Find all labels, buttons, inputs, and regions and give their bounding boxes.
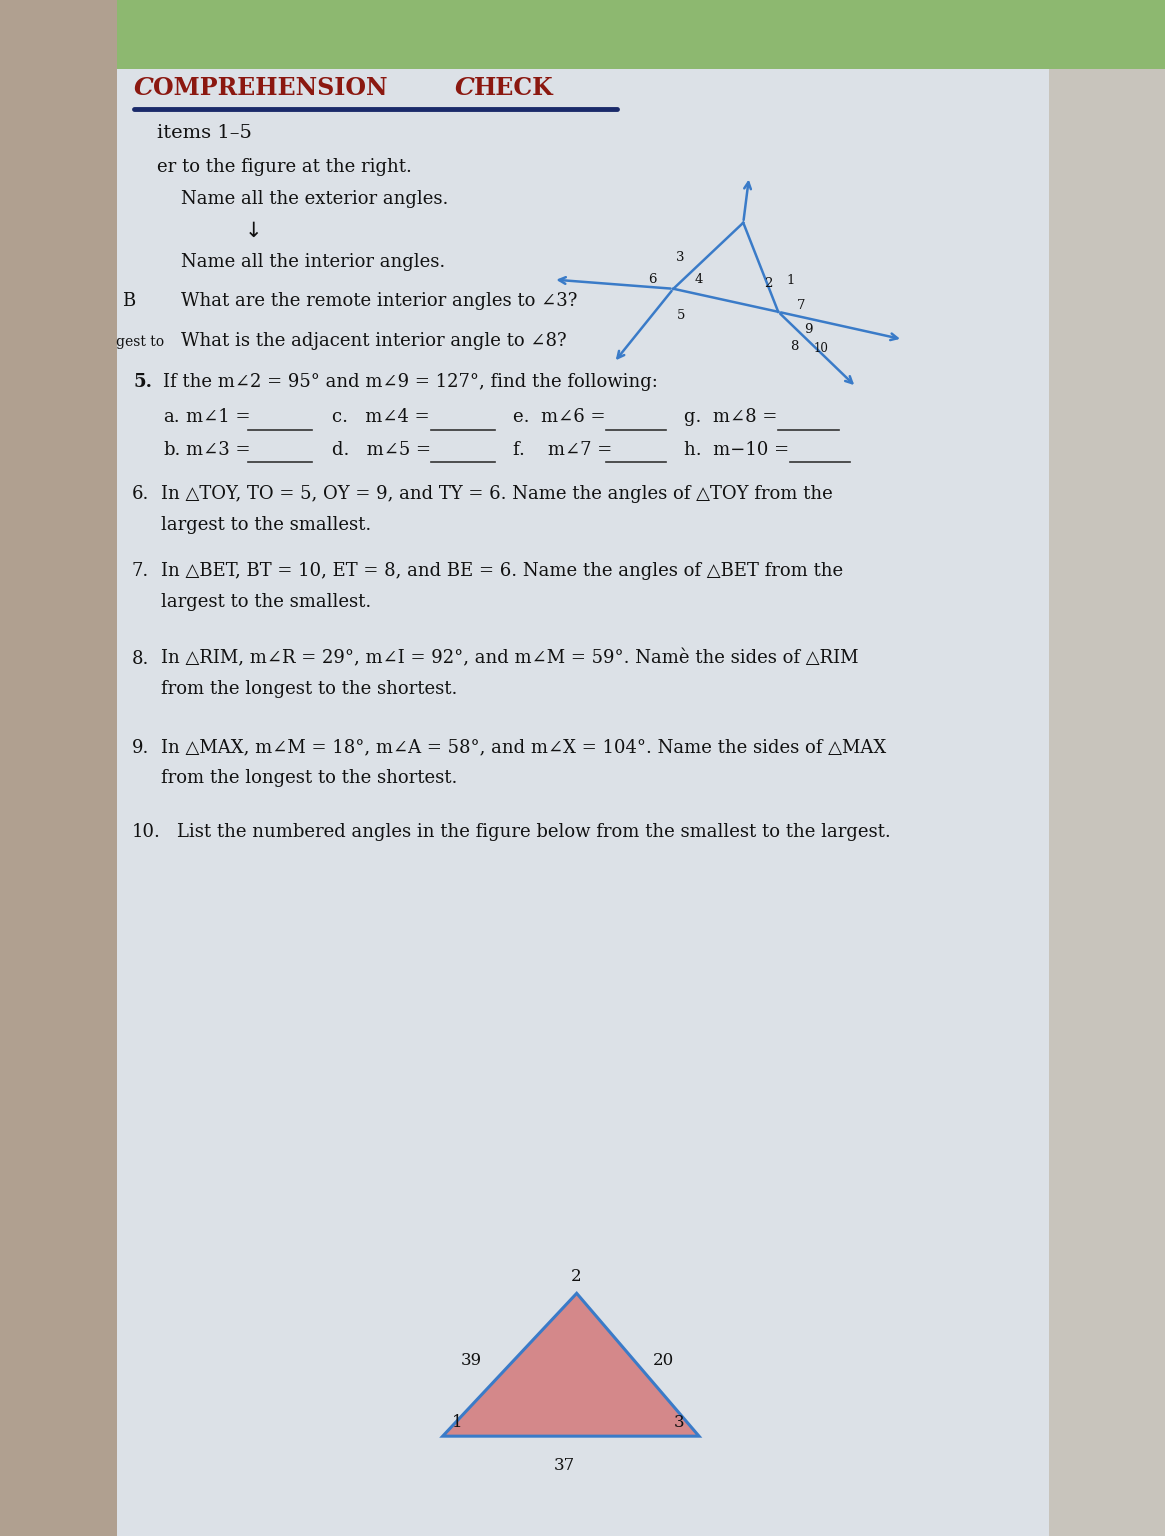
Bar: [1048, 0, 1165, 1536]
Text: List the numbered angles in the figure below from the smallest to the largest.: List the numbered angles in the figure b…: [177, 823, 891, 842]
Text: HECK: HECK: [474, 77, 553, 100]
Text: 6: 6: [648, 272, 656, 286]
Text: d.   m∠5 =: d. m∠5 =: [332, 441, 431, 459]
Text: 6.: 6.: [132, 485, 149, 504]
Text: from the longest to the shortest.: from the longest to the shortest.: [161, 680, 457, 699]
Text: h.  m−10 =: h. m−10 =: [684, 441, 789, 459]
Bar: [116, 61, 1048, 1536]
Text: f.    m∠7 =: f. m∠7 =: [513, 441, 612, 459]
Text: 8: 8: [790, 339, 798, 353]
Text: g.  m∠8 =: g. m∠8 =: [684, 409, 777, 427]
Text: e.  m∠6 =: e. m∠6 =: [513, 409, 605, 427]
Text: 37: 37: [553, 1458, 574, 1475]
Text: from the longest to the shortest.: from the longest to the shortest.: [161, 770, 457, 788]
Text: er to the figure at the right.: er to the figure at the right.: [157, 158, 412, 177]
Text: What are the remote interior angles to ∠3?: What are the remote interior angles to ∠…: [181, 292, 577, 310]
Text: 1: 1: [452, 1415, 463, 1432]
Text: m∠3 =: m∠3 =: [186, 441, 250, 459]
Text: OMPREHENSION: OMPREHENSION: [153, 77, 395, 100]
Text: Name all the exterior angles.: Name all the exterior angles.: [181, 190, 449, 209]
Text: b.: b.: [163, 441, 181, 459]
Text: 10.: 10.: [132, 823, 161, 842]
Text: 39: 39: [460, 1352, 482, 1369]
Text: 9.: 9.: [132, 739, 149, 757]
Text: 3: 3: [673, 1415, 684, 1432]
Text: gest to: gest to: [116, 335, 164, 349]
Text: In △BET, BT = 10, ET = 8, and BE = 6. Name the angles of △BET from the: In △BET, BT = 10, ET = 8, and BE = 6. Na…: [161, 562, 843, 581]
Text: 2: 2: [764, 276, 772, 290]
Text: 7.: 7.: [132, 562, 149, 581]
Text: 5: 5: [677, 309, 685, 323]
Text: C: C: [454, 77, 474, 100]
Text: In △TOY, TO = 5, OY = 9, and TY = 6. Name the angles of △TOY from the: In △TOY, TO = 5, OY = 9, and TY = 6. Nam…: [161, 485, 833, 504]
Text: 20: 20: [652, 1352, 675, 1369]
Text: In △MAX, m∠M = 18°, m∠A = 58°, and m∠X = 104°. Name the sides of △MAX: In △MAX, m∠M = 18°, m∠A = 58°, and m∠X =…: [161, 739, 887, 757]
Text: c.   m∠4 =: c. m∠4 =: [332, 409, 430, 427]
Bar: [0, 0, 116, 1536]
Text: What is the adjacent interior angle to ∠8?: What is the adjacent interior angle to ∠…: [181, 332, 566, 350]
Text: ↓: ↓: [245, 221, 262, 241]
Text: 5.: 5.: [134, 373, 153, 392]
Text: largest to the smallest.: largest to the smallest.: [161, 593, 370, 611]
Text: 4: 4: [694, 272, 702, 286]
Text: 7: 7: [797, 298, 805, 312]
Text: 1: 1: [786, 273, 795, 287]
Text: items 1–5: items 1–5: [157, 124, 252, 143]
Text: Name all the interior angles.: Name all the interior angles.: [181, 253, 445, 272]
Text: B: B: [122, 292, 135, 310]
Bar: [116, 0, 1165, 69]
Text: 10: 10: [813, 341, 828, 355]
Polygon shape: [443, 1293, 699, 1436]
Text: 8.: 8.: [132, 650, 149, 668]
Text: largest to the smallest.: largest to the smallest.: [161, 516, 370, 535]
Text: 2: 2: [571, 1269, 581, 1286]
Text: m∠1 =: m∠1 =: [186, 409, 250, 427]
Text: 9: 9: [804, 323, 812, 336]
Text: a.: a.: [163, 409, 179, 427]
Text: In △RIM, m∠R = 29°, m∠I = 92°, and m∠M = 59°. Namè the sides of △RIM: In △RIM, m∠R = 29°, m∠I = 92°, and m∠M =…: [161, 650, 859, 668]
Text: C: C: [134, 77, 154, 100]
Text: If the m∠2 = 95° and m∠9 = 127°, find the following:: If the m∠2 = 95° and m∠9 = 127°, find th…: [163, 373, 658, 392]
Text: 3: 3: [676, 250, 684, 264]
